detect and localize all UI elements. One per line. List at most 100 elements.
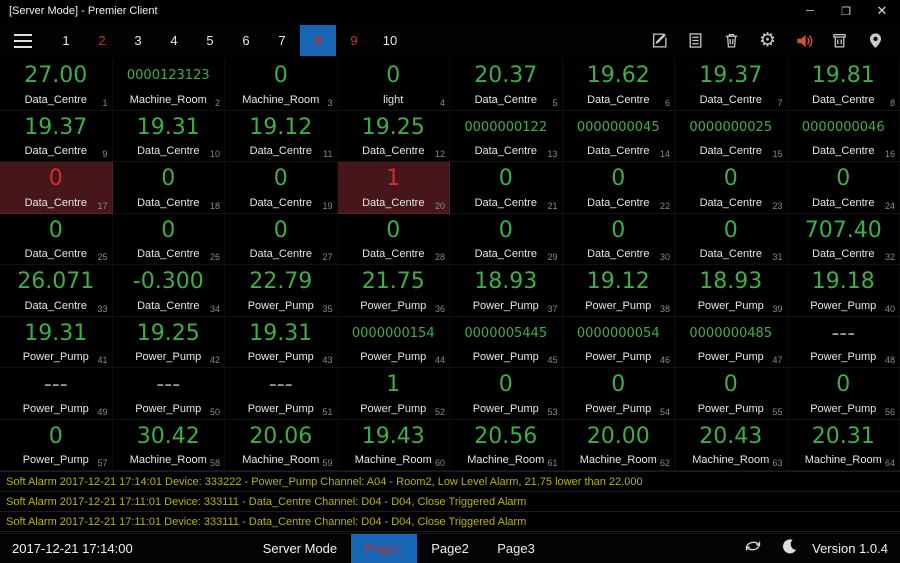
channel-cell[interactable]: 20.43 Machine_Room 63 bbox=[675, 419, 788, 471]
channel-cell[interactable]: --- Power_Pump 50 bbox=[112, 368, 225, 420]
channel-index: 33 bbox=[97, 303, 108, 314]
channel-cell[interactable]: 0 Data_Centre 17 bbox=[0, 162, 113, 214]
channel-label: Data_Centre bbox=[699, 93, 762, 106]
channel-cell[interactable]: 0000000045 Data_Centre 14 bbox=[562, 110, 675, 162]
screen-tab[interactable]: 9 bbox=[336, 25, 372, 56]
channel-label: Power_Pump bbox=[585, 402, 652, 415]
channel-cell[interactable]: 27.00 Data_Centre 1 bbox=[0, 59, 113, 111]
channel-cell[interactable]: 0 Data_Centre 23 bbox=[675, 162, 788, 214]
audio-alarm-button[interactable] bbox=[789, 26, 818, 55]
channel-cell[interactable]: 0 Data_Centre 24 bbox=[787, 162, 900, 214]
channel-cell[interactable]: 19.12 Power_Pump 38 bbox=[562, 265, 675, 317]
channel-cell[interactable]: 0 Power_Pump 56 bbox=[787, 368, 900, 420]
screen-tab[interactable]: 5 bbox=[192, 25, 228, 56]
sync-button[interactable] bbox=[740, 536, 766, 562]
location-button[interactable] bbox=[861, 26, 890, 55]
channel-cell[interactable]: 0000123123 Machine_Room 2 bbox=[112, 59, 225, 111]
screen-tab[interactable]: 6 bbox=[228, 25, 264, 56]
close-button[interactable]: ✕ bbox=[876, 3, 888, 18]
screen-tab-label: 4 bbox=[170, 33, 178, 48]
page-tab[interactable]: Page1 bbox=[351, 534, 417, 563]
channel-cell[interactable]: 26.071 Data_Centre 33 bbox=[0, 265, 113, 317]
channel-cell[interactable]: 22.79 Power_Pump 35 bbox=[225, 265, 338, 317]
channel-value: 0 bbox=[611, 217, 626, 243]
screen-tab[interactable]: 7 bbox=[264, 25, 300, 56]
channel-cell[interactable]: 19.43 Machine_Room 60 bbox=[337, 419, 450, 471]
page-tab[interactable]: Page2 bbox=[417, 534, 483, 563]
channel-cell[interactable]: 0 Data_Centre 21 bbox=[450, 162, 563, 214]
screen-tab[interactable]: 2 bbox=[84, 25, 120, 56]
alarm-log-entry[interactable]: Soft Alarm 2017-12-21 17:11:01 Device: 3… bbox=[0, 512, 900, 532]
report-button[interactable] bbox=[681, 26, 710, 55]
channel-cell[interactable]: 0000000485 Power_Pump 47 bbox=[675, 316, 788, 368]
channel-cell[interactable]: 0000000122 Data_Centre 13 bbox=[450, 110, 563, 162]
channel-cell[interactable]: 707.40 Data_Centre 32 bbox=[787, 213, 900, 265]
maximize-button[interactable]: ❐ bbox=[841, 5, 851, 18]
channel-cell[interactable]: 0 Machine_Room 3 bbox=[225, 59, 338, 111]
channel-cell[interactable]: 19.31 Data_Centre 10 bbox=[112, 110, 225, 162]
channel-cell[interactable]: 19.25 Power_Pump 42 bbox=[112, 316, 225, 368]
screen-tab[interactable]: 10 bbox=[372, 25, 408, 56]
channel-cell[interactable]: 0000000046 Data_Centre 16 bbox=[787, 110, 900, 162]
channel-cell[interactable]: 30.42 Machine_Room 58 bbox=[112, 419, 225, 471]
channel-cell[interactable]: 0000000054 Power_Pump 46 bbox=[562, 316, 675, 368]
channel-cell[interactable]: --- Power_Pump 49 bbox=[0, 368, 113, 420]
clear-alarm-button[interactable] bbox=[825, 26, 854, 55]
channel-cell[interactable]: 20.56 Machine_Room 61 bbox=[450, 419, 563, 471]
channel-cell[interactable]: 0 Data_Centre 31 bbox=[675, 213, 788, 265]
screen-tab[interactable]: 3 bbox=[120, 25, 156, 56]
channel-cell[interactable]: 19.37 Data_Centre 7 bbox=[675, 59, 788, 111]
minimize-button[interactable]: ─ bbox=[806, 5, 814, 17]
channel-cell[interactable]: 0000005445 Power_Pump 45 bbox=[450, 316, 563, 368]
page-tab[interactable]: Page3 bbox=[483, 534, 549, 563]
channel-cell[interactable]: 0 Data_Centre 19 bbox=[225, 162, 338, 214]
channel-cell[interactable]: 19.31 Power_Pump 41 bbox=[0, 316, 113, 368]
channel-cell[interactable]: 19.12 Data_Centre 11 bbox=[225, 110, 338, 162]
screen-tab[interactable]: 1 bbox=[48, 25, 84, 56]
channel-cell[interactable]: 0 Data_Centre 22 bbox=[562, 162, 675, 214]
channel-cell[interactable]: 0 Data_Centre 28 bbox=[337, 213, 450, 265]
night-mode-button[interactable] bbox=[776, 536, 802, 562]
channel-cell[interactable]: 1 Data_Centre 20 bbox=[337, 162, 450, 214]
channel-cell[interactable]: 0 Power_Pump 54 bbox=[562, 368, 675, 420]
alarm-log-entry[interactable]: Soft Alarm 2017-12-21 17:14:01 Device: 3… bbox=[0, 472, 900, 492]
channel-cell[interactable]: 20.00 Machine_Room 62 bbox=[562, 419, 675, 471]
menu-icon[interactable] bbox=[14, 33, 36, 48]
channel-cell[interactable]: 20.31 Machine_Room 64 bbox=[787, 419, 900, 471]
channel-index: 28 bbox=[434, 252, 445, 262]
channel-cell[interactable]: 0 Data_Centre 25 bbox=[0, 213, 113, 265]
screen-tab[interactable]: 4 bbox=[156, 25, 192, 56]
channel-cell[interactable]: 19.37 Data_Centre 9 bbox=[0, 110, 113, 162]
channel-cell[interactable]: --- Power_Pump 48 bbox=[787, 316, 900, 368]
channel-cell[interactable]: 0 Power_Pump 55 bbox=[675, 368, 788, 420]
channel-cell[interactable]: 0000000154 Power_Pump 44 bbox=[337, 316, 450, 368]
channel-cell[interactable]: 0 light 4 bbox=[337, 59, 450, 111]
screen-tab-label: 3 bbox=[134, 33, 142, 48]
channel-cell[interactable]: 19.25 Data_Centre 12 bbox=[337, 110, 450, 162]
channel-cell[interactable]: 19.18 Power_Pump 40 bbox=[787, 265, 900, 317]
channel-cell[interactable]: 20.06 Machine_Room 59 bbox=[225, 419, 338, 471]
edit-button[interactable] bbox=[645, 26, 674, 55]
channel-cell[interactable]: 0000000025 Data_Centre 15 bbox=[675, 110, 788, 162]
channel-cell[interactable]: 19.81 Data_Centre 8 bbox=[787, 59, 900, 111]
channel-cell[interactable]: 0 Data_Centre 30 bbox=[562, 213, 675, 265]
alarm-log-entry[interactable]: Soft Alarm 2017-12-21 17:11:01 Device: 3… bbox=[0, 492, 900, 512]
screen-tab[interactable]: 8 bbox=[300, 25, 336, 56]
channel-cell[interactable]: 18.93 Power_Pump 37 bbox=[450, 265, 563, 317]
channel-cell[interactable]: 18.93 Power_Pump 39 bbox=[675, 265, 788, 317]
channel-cell[interactable]: 19.62 Data_Centre 6 bbox=[562, 59, 675, 111]
channel-cell[interactable]: 0 Data_Centre 26 bbox=[112, 213, 225, 265]
channel-cell[interactable]: 21.75 Power_Pump 36 bbox=[337, 265, 450, 317]
channel-cell[interactable]: 0 Power_Pump 57 bbox=[0, 419, 113, 471]
channel-cell[interactable]: 0 Data_Centre 29 bbox=[450, 213, 563, 265]
channel-cell[interactable]: 19.31 Power_Pump 43 bbox=[225, 316, 338, 368]
settings-button[interactable]: ⚙ bbox=[753, 26, 782, 55]
delete-button[interactable] bbox=[717, 26, 746, 55]
channel-cell[interactable]: --- Power_Pump 51 bbox=[225, 368, 338, 420]
channel-cell[interactable]: 20.37 Data_Centre 5 bbox=[450, 59, 563, 111]
channel-cell[interactable]: 0 Data_Centre 27 bbox=[225, 213, 338, 265]
channel-cell[interactable]: 1 Power_Pump 52 bbox=[337, 368, 450, 420]
channel-cell[interactable]: 0 Power_Pump 53 bbox=[450, 368, 563, 420]
channel-cell[interactable]: -0.300 Data_Centre 34 bbox=[112, 265, 225, 317]
channel-cell[interactable]: 0 Data_Centre 18 bbox=[112, 162, 225, 214]
